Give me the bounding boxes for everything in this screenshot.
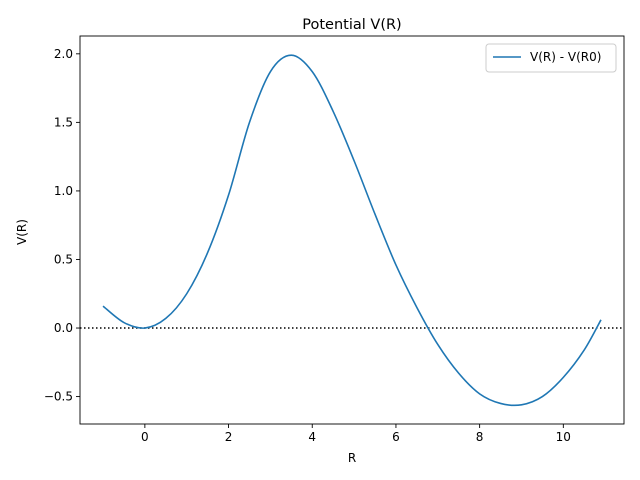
x-axis-label: R <box>348 451 356 465</box>
axes-frame <box>79 35 625 425</box>
x-tick-label: 2 <box>225 430 233 444</box>
legend-box <box>485 43 617 73</box>
x-tick-label: 8 <box>476 430 484 444</box>
x-tick-label: 6 <box>392 430 400 444</box>
y-tick-label: 2.0 <box>54 47 73 61</box>
legend-label: V(R) - V(R0) <box>530 50 601 64</box>
x-tick-label: 10 <box>556 430 571 444</box>
y-tick-label: 1.0 <box>54 184 73 198</box>
y-tick-label: 1.5 <box>54 115 73 129</box>
y-tick-label: −0.5 <box>44 390 73 404</box>
legend: V(R) - V(R0) <box>485 43 617 73</box>
x-tick-label: 4 <box>308 430 316 444</box>
plot-area: 0 2 4 6 8 10 −0.5 0.0 0.5 1.0 1.5 2.0 <box>44 35 625 444</box>
y-tick-label: 0.5 <box>54 252 73 266</box>
y-axis-label: V(R) <box>15 219 29 245</box>
chart-title: Potential V(R) <box>302 17 401 33</box>
x-tick-label: 0 <box>141 430 149 444</box>
series-line <box>102 54 602 407</box>
y-tick-label: 0.0 <box>54 321 73 335</box>
